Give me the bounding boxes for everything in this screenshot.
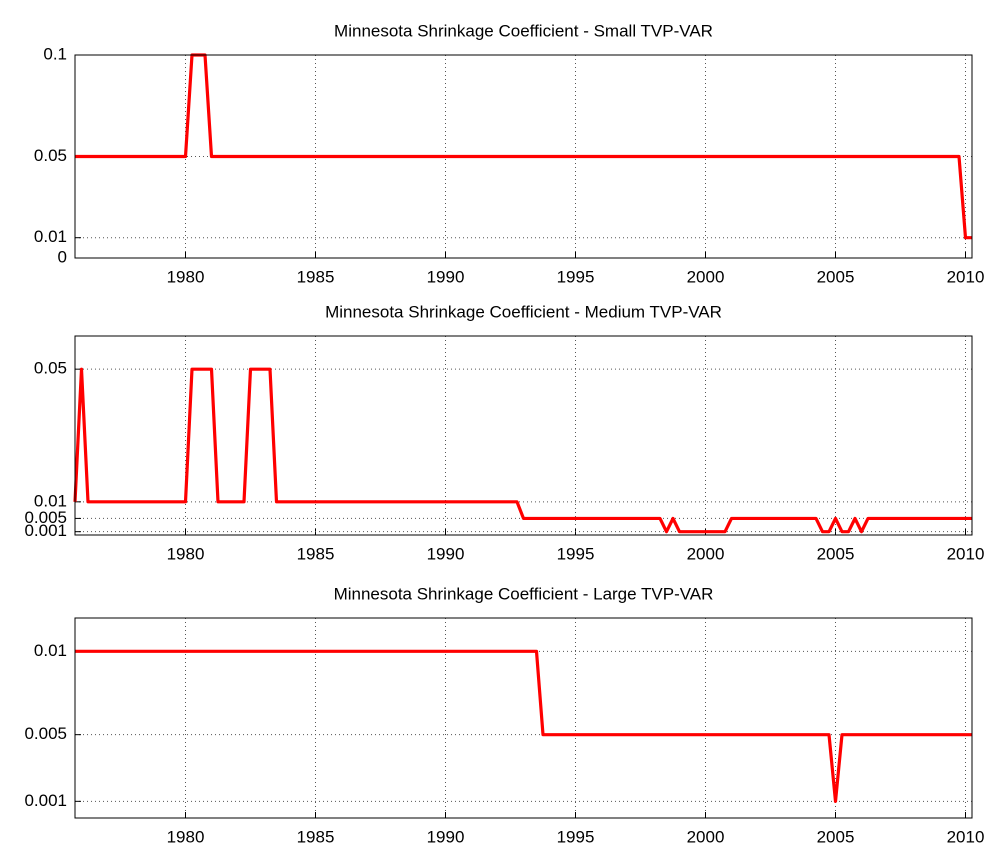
y-tick-label: 0.05 — [34, 146, 67, 165]
plot-frame — [74, 335, 973, 536]
x-tick-label: 2010 — [947, 267, 985, 286]
x-tick-label: 1990 — [427, 827, 465, 846]
y-tick-label: 0 — [58, 247, 67, 266]
y-tick-label: 0.05 — [34, 359, 67, 378]
x-tick-label: 1980 — [167, 267, 205, 286]
x-tick-label: 1990 — [427, 267, 465, 286]
y-tick-label: 0.01 — [34, 491, 67, 510]
x-tick-label: 2000 — [687, 827, 725, 846]
x-tick-label: 1985 — [297, 827, 335, 846]
x-tick-label: 2010 — [947, 544, 985, 563]
y-tick-label: 0.001 — [24, 521, 67, 540]
plot-background — [75, 336, 972, 535]
chart-title: Minnesota Shrinkage Coefficient - Large … — [334, 584, 714, 603]
data-line — [73, 367, 972, 534]
y-tick-label: 0.005 — [24, 724, 67, 743]
x-tick-label: 2005 — [817, 544, 855, 563]
y-tick-label: 0.005 — [24, 508, 67, 527]
x-tick-label: 1990 — [427, 544, 465, 563]
x-tick-label: 1985 — [297, 544, 335, 563]
x-tick-label: 2005 — [817, 267, 855, 286]
y-tick-label: 0.01 — [34, 227, 67, 246]
data-line — [75, 649, 972, 803]
plot-frame — [74, 617, 973, 819]
x-tick-label: 2000 — [687, 267, 725, 286]
x-tick-label: 2000 — [687, 544, 725, 563]
x-tick-label: 1995 — [557, 267, 595, 286]
x-tick-label: 1980 — [167, 544, 205, 563]
x-tick-label: 2010 — [947, 827, 985, 846]
x-tick-label: 2005 — [817, 827, 855, 846]
x-tick-label: 1985 — [297, 267, 335, 286]
y-tick-label: 0.01 — [34, 641, 67, 660]
x-tick-label: 1995 — [557, 544, 595, 563]
x-tick-label: 1980 — [167, 827, 205, 846]
y-tick-label: 0.001 — [24, 791, 67, 810]
plot-frame — [74, 54, 973, 259]
x-tick-label: 1995 — [557, 827, 595, 846]
chart-title: Minnesota Shrinkage Coefficient - Medium… — [325, 302, 722, 321]
data-line — [75, 53, 972, 240]
y-tick-label: 0.1 — [43, 44, 67, 63]
chart-title: Minnesota Shrinkage Coefficient - Small … — [334, 21, 713, 40]
